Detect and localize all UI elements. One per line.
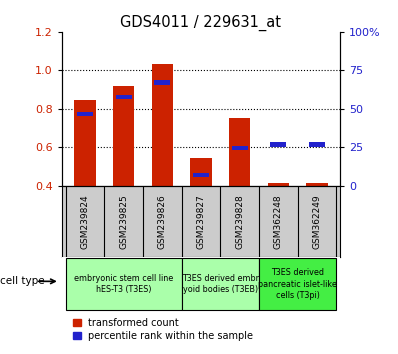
- Bar: [152, 64, 173, 186]
- Bar: [268, 183, 289, 186]
- Bar: [116, 95, 132, 99]
- Bar: [306, 183, 328, 186]
- Text: GSM239824: GSM239824: [80, 194, 90, 249]
- Text: GSM239828: GSM239828: [235, 194, 244, 249]
- Bar: [270, 142, 286, 147]
- Bar: [193, 173, 209, 177]
- Text: GSM362249: GSM362249: [312, 194, 322, 249]
- Bar: [229, 118, 250, 186]
- Bar: [190, 158, 212, 186]
- Text: T3ES derived
pancreatic islet-like
cells (T3pi): T3ES derived pancreatic islet-like cells…: [258, 268, 337, 300]
- Text: embryonic stem cell line
hES-T3 (T3ES): embryonic stem cell line hES-T3 (T3ES): [74, 274, 173, 294]
- Text: T3ES derived embr
yoid bodies (T3EB): T3ES derived embr yoid bodies (T3EB): [182, 274, 259, 294]
- Bar: [154, 80, 170, 85]
- Bar: [259, 258, 336, 310]
- Bar: [66, 258, 181, 310]
- Bar: [74, 100, 96, 186]
- Text: GSM239826: GSM239826: [158, 194, 167, 249]
- Bar: [309, 142, 325, 147]
- Bar: [181, 258, 259, 310]
- Title: GDS4011 / 229631_at: GDS4011 / 229631_at: [121, 14, 281, 30]
- Text: GSM362248: GSM362248: [274, 194, 283, 249]
- Text: GSM239827: GSM239827: [197, 194, 205, 249]
- Text: GSM239825: GSM239825: [119, 194, 128, 249]
- Bar: [113, 86, 134, 186]
- Bar: [232, 146, 248, 150]
- Text: cell type: cell type: [0, 276, 45, 286]
- Legend: transformed count, percentile rank within the sample: transformed count, percentile rank withi…: [73, 318, 254, 341]
- Bar: [77, 112, 93, 116]
